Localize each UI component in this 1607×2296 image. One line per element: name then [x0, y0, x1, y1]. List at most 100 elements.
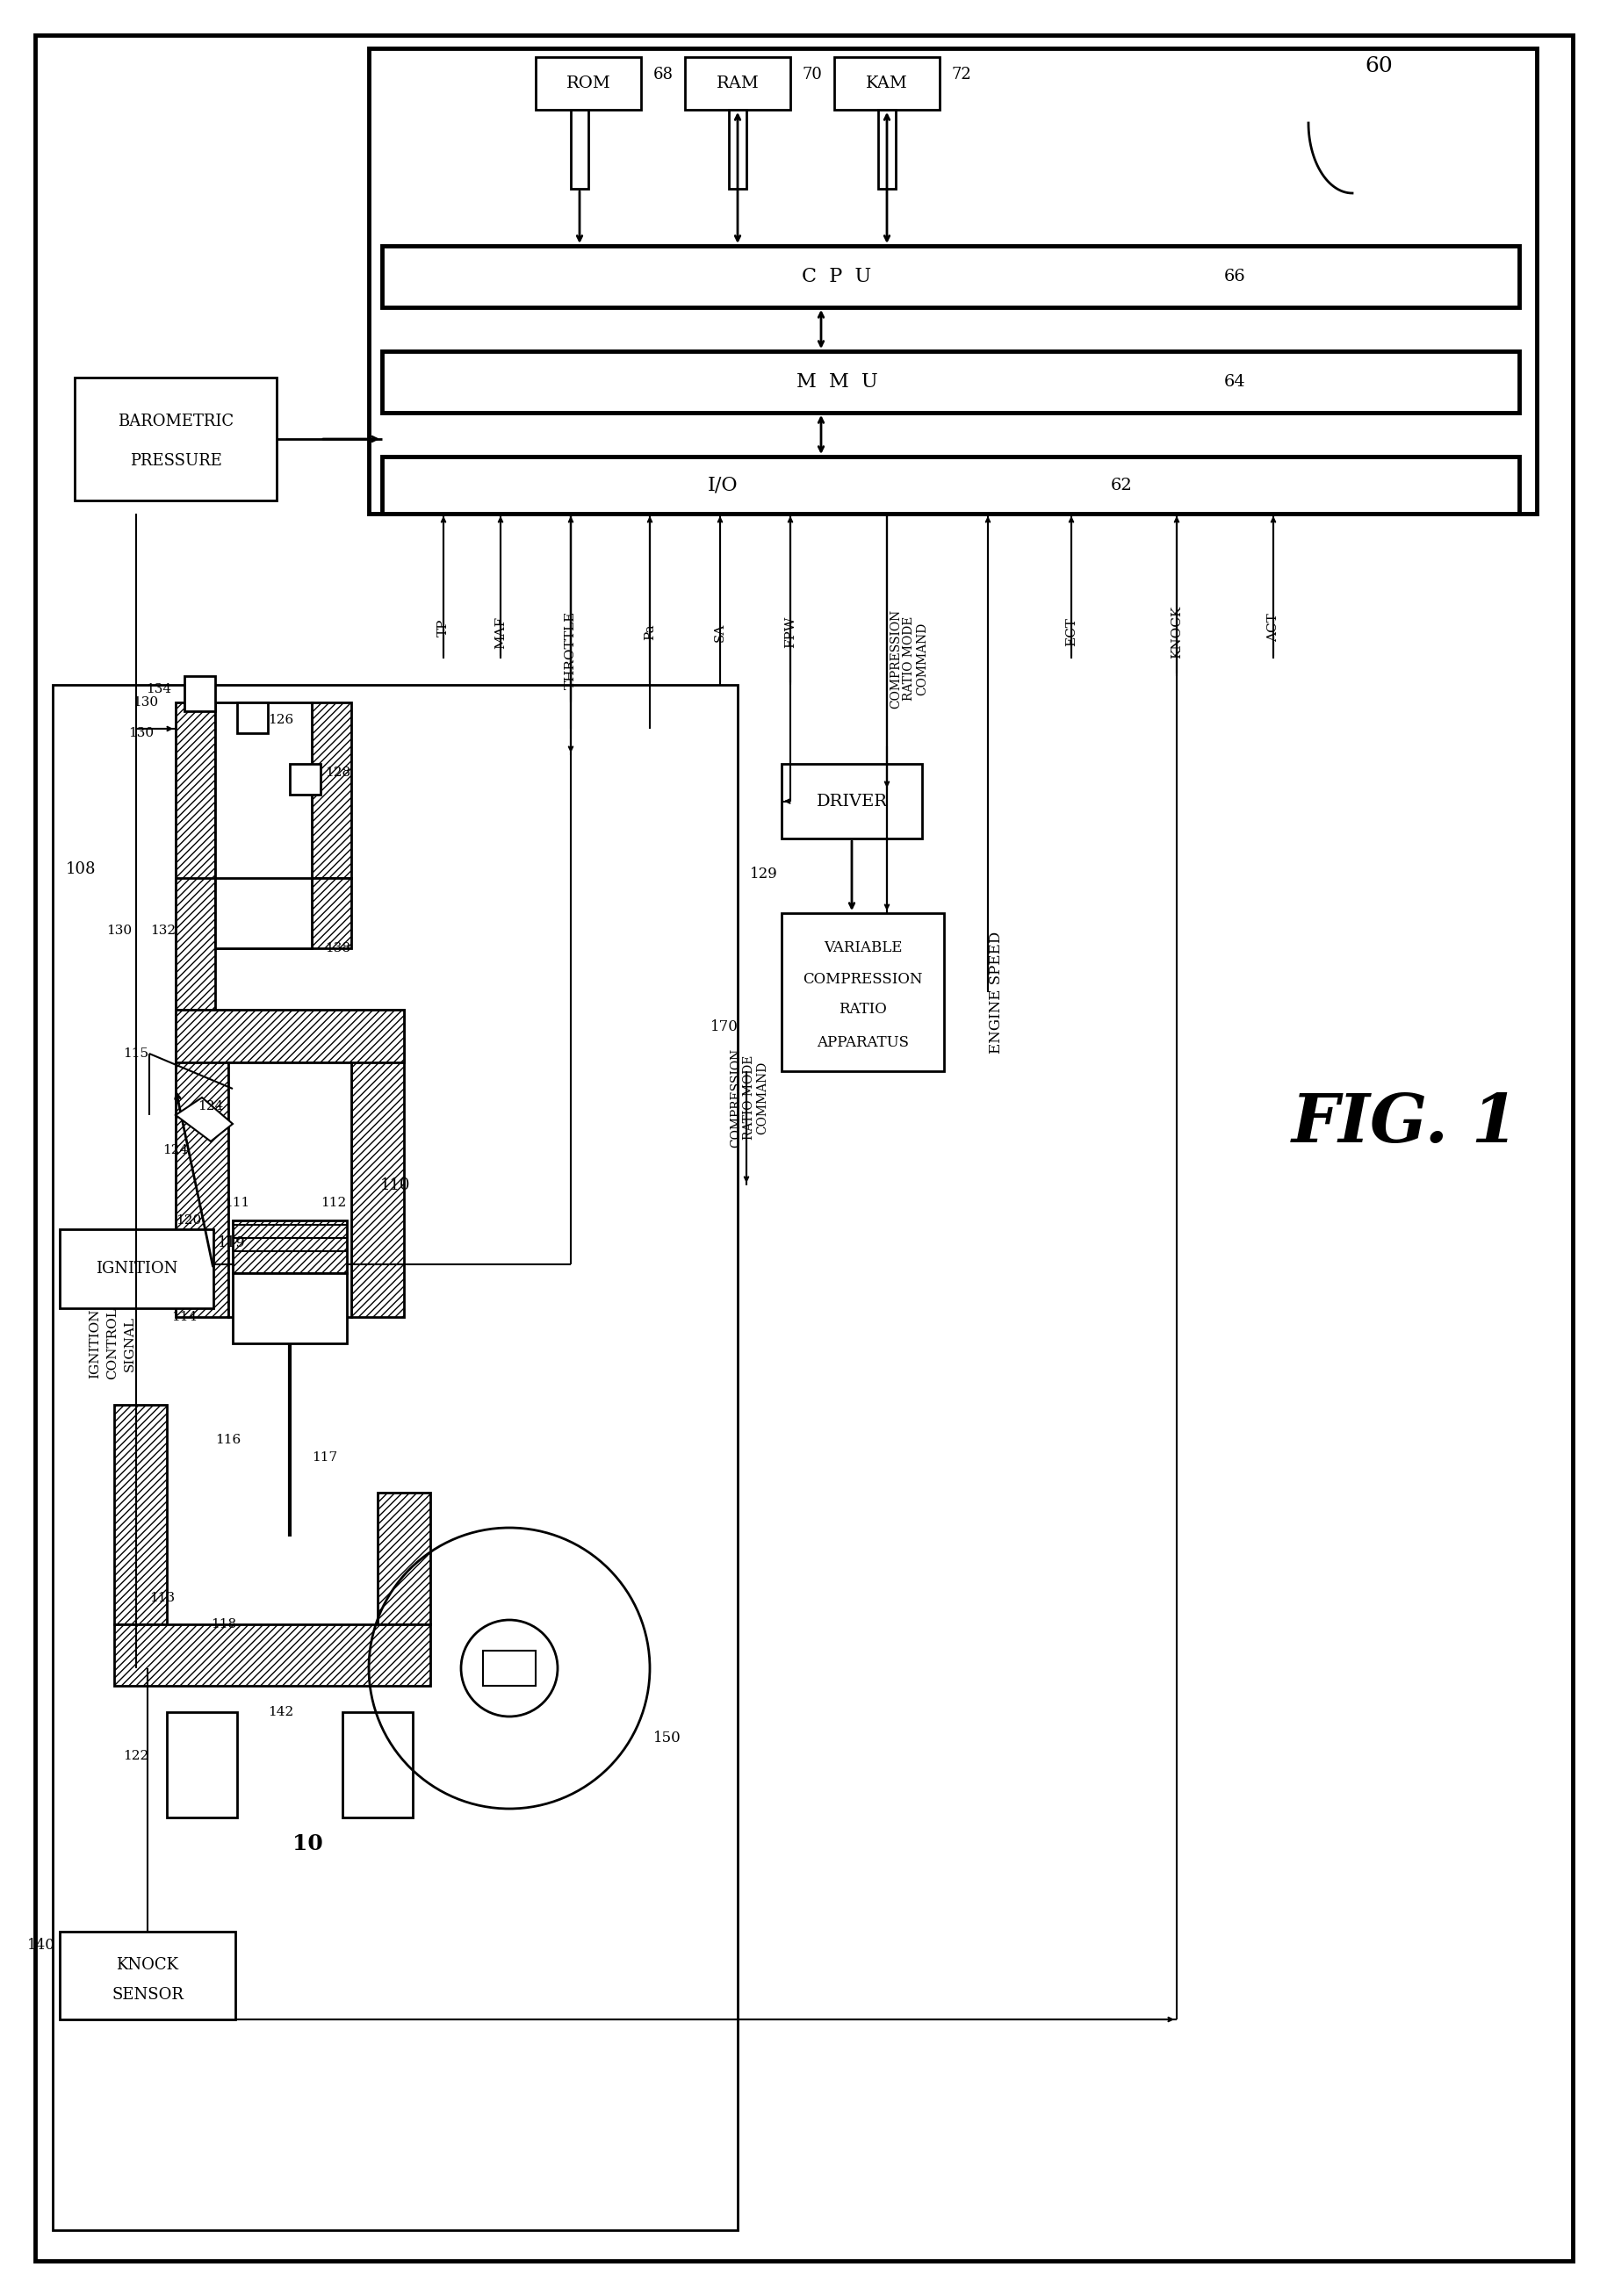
Text: 66: 66 — [1223, 269, 1245, 285]
Text: KAM: KAM — [866, 76, 908, 92]
Bar — [228, 1063, 350, 1318]
Bar — [289, 765, 320, 794]
Text: VARIABLE: VARIABLE — [823, 941, 902, 955]
Bar — [781, 765, 921, 838]
Bar — [175, 1010, 228, 1318]
Text: ENGINE SPEED: ENGINE SPEED — [988, 930, 1004, 1054]
Text: 114: 114 — [172, 1311, 198, 1322]
Text: SENSOR: SENSOR — [111, 1986, 183, 2002]
Bar — [175, 877, 215, 1010]
Bar — [53, 684, 738, 2229]
Bar — [215, 877, 312, 948]
Bar — [175, 1010, 403, 1063]
Bar — [877, 110, 895, 188]
Text: 138: 138 — [325, 941, 350, 955]
Bar — [482, 1651, 535, 1685]
Text: 111: 111 — [223, 1196, 249, 1210]
Bar — [350, 1010, 403, 1318]
Bar — [215, 703, 312, 948]
Text: RATIO MODE: RATIO MODE — [742, 1056, 755, 1139]
Text: COMPRESSION: COMPRESSION — [802, 971, 922, 987]
Text: 108: 108 — [66, 861, 96, 877]
Bar — [167, 1713, 236, 1818]
Bar — [342, 1713, 413, 1818]
Text: IGNITION: IGNITION — [88, 1309, 101, 1378]
Text: 113: 113 — [149, 1591, 175, 1605]
Text: 140: 140 — [27, 1938, 55, 1952]
Bar — [233, 1272, 347, 1343]
Bar — [685, 57, 791, 110]
Bar — [382, 351, 1519, 413]
Text: KNOCK: KNOCK — [116, 1956, 178, 1972]
Text: 130: 130 — [106, 925, 132, 937]
Bar — [175, 703, 215, 948]
Text: RAM: RAM — [715, 76, 759, 92]
Bar — [378, 1492, 431, 1623]
Text: I/O: I/O — [707, 475, 738, 494]
Text: 129: 129 — [749, 866, 778, 882]
Text: 70: 70 — [802, 67, 821, 83]
Text: 124: 124 — [198, 1100, 223, 1114]
Bar — [834, 57, 938, 110]
Bar — [114, 1405, 167, 1623]
Text: SIGNAL: SIGNAL — [124, 1316, 137, 1371]
Text: 134: 134 — [146, 684, 170, 696]
Text: 110: 110 — [379, 1178, 410, 1194]
Bar — [728, 110, 746, 188]
Text: THROTTLE: THROTTLE — [564, 611, 577, 689]
Text: ROM: ROM — [566, 76, 611, 92]
Text: KNOCK: KNOCK — [1170, 606, 1183, 659]
Bar — [114, 1623, 431, 1685]
Text: 120: 120 — [175, 1215, 201, 1226]
Bar — [368, 48, 1536, 514]
Text: ACT: ACT — [1266, 613, 1279, 643]
Text: 126: 126 — [268, 714, 294, 726]
Bar — [233, 1221, 347, 1272]
Bar — [59, 1228, 214, 1309]
Text: 118: 118 — [211, 1619, 236, 1630]
Text: 115: 115 — [124, 1047, 149, 1061]
Text: 64: 64 — [1223, 374, 1245, 390]
Text: 128: 128 — [325, 767, 350, 778]
Text: 116: 116 — [215, 1433, 241, 1446]
Bar — [185, 675, 215, 712]
Text: COMMAND: COMMAND — [916, 622, 927, 696]
Bar — [570, 110, 588, 188]
Text: 60: 60 — [1364, 55, 1392, 76]
Text: PRESSURE: PRESSURE — [130, 452, 222, 468]
Text: TP: TP — [437, 620, 450, 636]
Text: 170: 170 — [710, 1019, 738, 1035]
Text: M  M  U: M M U — [795, 372, 877, 393]
Bar — [535, 57, 641, 110]
Text: 130: 130 — [132, 696, 157, 709]
Text: 112: 112 — [321, 1196, 347, 1210]
Text: FPW: FPW — [784, 615, 795, 647]
Text: ECT: ECT — [1064, 618, 1077, 647]
Text: DRIVER: DRIVER — [816, 794, 887, 808]
Text: COMPRESSION: COMPRESSION — [730, 1047, 741, 1148]
Text: BAROMETRIC: BAROMETRIC — [117, 413, 233, 429]
Text: FIG. 1: FIG. 1 — [1290, 1091, 1519, 1157]
Text: 117: 117 — [312, 1451, 337, 1463]
Text: 132: 132 — [149, 925, 175, 937]
Bar — [74, 377, 276, 501]
Bar — [59, 1931, 235, 2020]
Text: 142: 142 — [268, 1706, 294, 1717]
Text: 10: 10 — [292, 1832, 323, 1855]
Text: SA: SA — [714, 622, 726, 641]
Text: CONTROL: CONTROL — [106, 1306, 119, 1380]
Text: COMPRESSION: COMPRESSION — [889, 608, 902, 707]
Text: 150: 150 — [652, 1731, 681, 1745]
Text: Pa: Pa — [643, 625, 656, 641]
Text: IGNITION: IGNITION — [95, 1261, 177, 1277]
Text: RATIO MODE: RATIO MODE — [902, 615, 914, 700]
Bar — [312, 703, 350, 877]
Polygon shape — [175, 1097, 233, 1141]
Text: 122: 122 — [124, 1750, 149, 1761]
Text: C  P  U: C P U — [802, 266, 871, 287]
Bar — [781, 914, 943, 1072]
Text: MAF: MAF — [493, 615, 506, 647]
Bar — [236, 703, 268, 732]
Text: COMMAND: COMMAND — [755, 1061, 768, 1134]
Text: APPARATUS: APPARATUS — [816, 1035, 908, 1052]
